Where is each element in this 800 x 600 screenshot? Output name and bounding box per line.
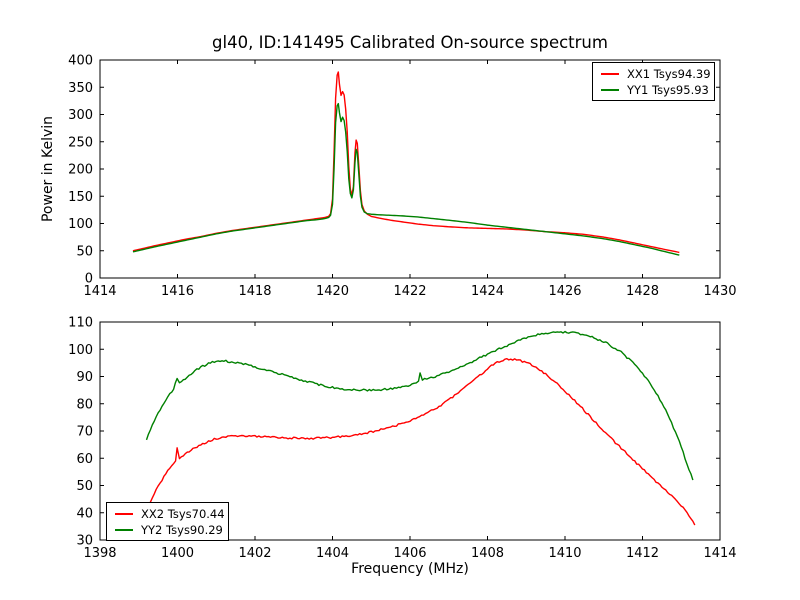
x-tick-label: 1412 xyxy=(626,546,659,561)
y-tick-label: 60 xyxy=(76,452,93,467)
y-tick-label: 80 xyxy=(76,397,93,412)
y-tick-label: 50 xyxy=(76,479,93,494)
subplot-1: 1414 1416 1418 1420 1422 1424 1426 1428 1430 0 50 1… xyxy=(68,54,736,300)
x-tick-label: 1424 xyxy=(471,284,504,299)
x-tick-label: 1400 xyxy=(161,546,194,561)
legend-label-xx2: XX2 Tsys70.44 xyxy=(141,507,225,521)
y-tick-label: 100 xyxy=(68,217,93,232)
x-tick-label: 1402 xyxy=(238,546,271,561)
x-tick-label: 1420 xyxy=(316,284,349,299)
plot-title: gl40, ID:141495 Calibrated On-source spe… xyxy=(212,33,608,52)
legend-entry-xx1: XX1 Tsys94.39 xyxy=(601,67,711,81)
y-tick-label: 110 xyxy=(68,316,93,331)
y-tick-label: 300 xyxy=(68,108,93,123)
y-tick-label: 350 xyxy=(68,81,93,96)
legend-label-yy2: YY2 Tsys90.29 xyxy=(141,523,223,537)
x-tick-label: 1422 xyxy=(393,284,426,299)
y-tick-label: 40 xyxy=(76,506,93,521)
y-tick-label: 70 xyxy=(76,425,93,440)
legend-entry-xx2: XX2 Tsys70.44 xyxy=(115,507,225,521)
y-tick-label: 150 xyxy=(68,190,93,205)
y-tick-label: 50 xyxy=(76,244,93,259)
yy1-line-sample xyxy=(601,89,619,91)
y-tick-label: 100 xyxy=(68,343,93,358)
y-tick-label: 200 xyxy=(68,163,93,178)
x-tick-label: 1408 xyxy=(471,546,504,561)
legend-label-xx1: XX1 Tsys94.39 xyxy=(627,67,711,81)
x-tick-label: 1404 xyxy=(316,546,349,561)
legend-bottom: XX2 Tsys70.44 YY2 Tsys90.29 xyxy=(106,502,229,541)
x-tick-label: 1428 xyxy=(626,284,659,299)
x-tick-label: 1416 xyxy=(161,284,194,299)
x-tick-label: 1414 xyxy=(703,546,736,561)
y-tick-label: 0 xyxy=(85,272,93,287)
legend-top: XX1 Tsys94.39 YY1 Tsys95.93 xyxy=(592,62,715,101)
legend-label-yy1: YY1 Tsys95.93 xyxy=(627,83,709,97)
x-tick-label: 1398 xyxy=(83,546,116,561)
subplot-2: 1398 1400 1402 1404 1406 1408 1410 1412 1414 30 40… xyxy=(68,316,736,562)
series-YY1 xyxy=(132,102,680,256)
y-tick-label: 90 xyxy=(76,370,93,385)
x-axis-label-bottom: Frequency (MHz) xyxy=(351,561,469,577)
x-tick-label: 1406 xyxy=(393,546,426,561)
yy2-line-sample xyxy=(115,529,133,531)
legend-entry-yy2: YY2 Tsys90.29 xyxy=(115,523,223,537)
y-axis-label-top: Power in Kelvin xyxy=(40,115,56,223)
x-tick-label: 1410 xyxy=(548,546,581,561)
series-XX2 xyxy=(147,357,696,526)
legend-entry-yy1: YY1 Tsys95.93 xyxy=(601,83,709,97)
xx1-line-sample xyxy=(601,73,619,75)
xx2-line-sample xyxy=(115,513,133,515)
y-tick-label: 250 xyxy=(68,135,93,150)
x-tick-label: 1418 xyxy=(238,284,271,299)
series-YY2 xyxy=(145,330,694,481)
x-tick-label: 1430 xyxy=(703,284,736,299)
y-tick-label: 30 xyxy=(76,534,93,549)
x-tick-label: 1414 xyxy=(83,284,116,299)
y-tick-label: 400 xyxy=(68,54,93,69)
x-tick-label: 1426 xyxy=(548,284,581,299)
